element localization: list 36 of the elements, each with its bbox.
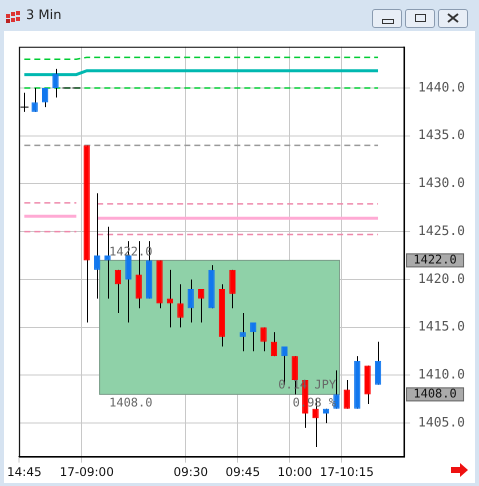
candlestick	[270, 332, 278, 357]
y-tick-label: 1425.0	[418, 224, 466, 239]
candlestick	[229, 269, 236, 309]
candlestick	[240, 312, 246, 352]
text: 1422.0	[413, 252, 457, 266]
candlestick	[166, 269, 174, 328]
candlestick	[42, 87, 48, 108]
candlestick	[188, 278, 194, 324]
x-tick-label: 17-10:15	[320, 464, 374, 479]
chart-title: 3 Min	[26, 8, 62, 23]
y-tick-label: 1415.0	[418, 320, 466, 335]
candlestick	[344, 380, 350, 410]
x-tick-label: 17-09:00	[60, 464, 114, 479]
candlestick	[250, 322, 256, 352]
x-tick-label: 09:45	[225, 464, 260, 479]
y-tick-label: 1430.0	[418, 176, 466, 192]
candlestick	[260, 326, 267, 352]
x-tick-label: 09:30	[173, 464, 208, 479]
candlestick	[322, 408, 330, 424]
candlestick	[374, 341, 382, 386]
annotation: 1408.0	[109, 395, 152, 410]
candlestick	[94, 192, 100, 300]
candlestick	[32, 87, 38, 112]
x-tick-label: 14:45	[7, 464, 42, 479]
candlestick	[114, 269, 122, 314]
candlestick	[52, 68, 59, 98]
y-tick-label: 1440.0	[418, 80, 466, 96]
y-tick-label: 1420.0	[418, 272, 466, 287]
y-tick-label: 1435.0	[418, 128, 466, 144]
candlestick	[104, 226, 111, 300]
y-tick-label: 1405.0	[418, 415, 466, 430]
y-tick-label: 1410.0	[418, 368, 466, 383]
x-tick-label: 10:00	[278, 464, 312, 479]
candlestick	[198, 288, 204, 324]
candlestick	[177, 284, 184, 328]
text: 1408.0	[413, 386, 457, 400]
